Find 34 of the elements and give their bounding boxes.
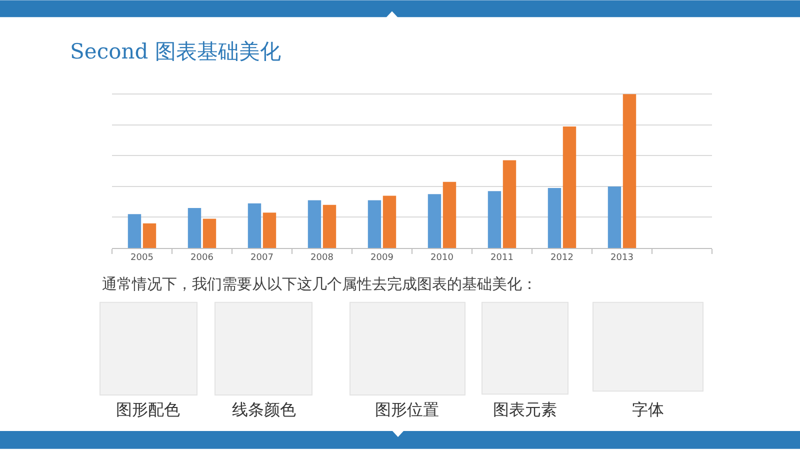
text: 图表元素 <box>493 400 557 419</box>
text: 图形位置 <box>375 400 439 419</box>
x-tick-label: 2008 <box>310 252 334 263</box>
bar <box>382 196 396 248</box>
x-tick-label: 2012 <box>550 252 574 263</box>
bar <box>562 126 576 248</box>
bar <box>262 212 276 248</box>
bar <box>622 94 636 248</box>
x-tick-label: 2013 <box>610 252 634 263</box>
bar <box>308 200 322 248</box>
text: 图形配色 <box>116 400 180 419</box>
bar <box>368 200 382 248</box>
bar <box>142 223 156 248</box>
bar <box>502 160 516 248</box>
bar <box>128 214 142 248</box>
bar <box>428 194 442 248</box>
bar <box>608 186 622 248</box>
bar <box>188 208 202 248</box>
x-tick-label: 2006 <box>190 252 214 263</box>
bar <box>488 191 502 248</box>
bar <box>248 203 262 248</box>
x-tick-label: 2011 <box>490 252 514 263</box>
bar <box>442 182 456 248</box>
text: 字体 <box>632 400 664 419</box>
bar <box>548 188 562 248</box>
bar <box>202 218 216 248</box>
bar <box>322 204 336 248</box>
text: 线条颜色 <box>232 400 296 419</box>
x-tick-label: 2007 <box>250 252 274 263</box>
x-tick-label: 2005 <box>130 252 154 263</box>
x-tick-label: 2009 <box>370 252 394 263</box>
x-tick-label: 2010 <box>430 252 454 263</box>
text: 通常情况下，我们需要从以下这几个属性去完成图表的基础美化： <box>102 275 537 293</box>
chart-title: Second 图表基础美化 <box>70 39 281 64</box>
